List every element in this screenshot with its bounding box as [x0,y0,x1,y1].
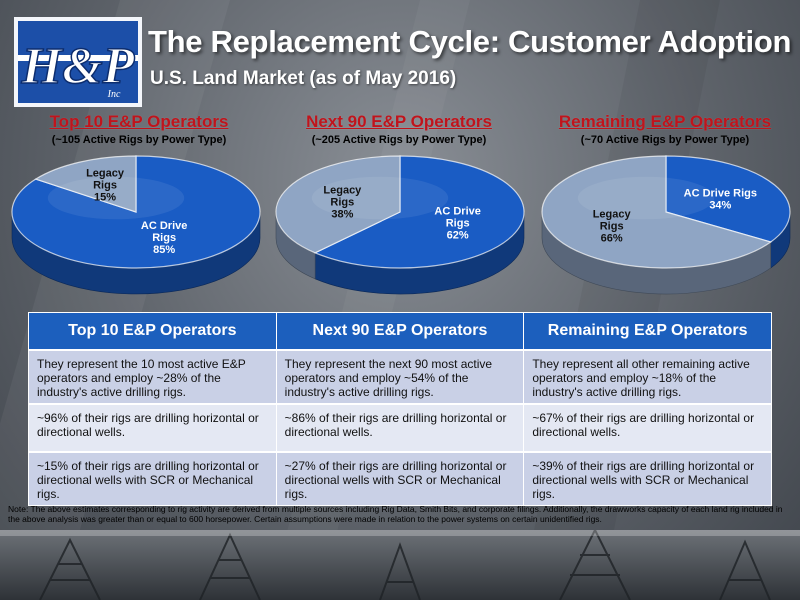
pie-label-line: 66% [601,232,623,244]
table-cell: ~27% of their rigs are drilling horizont… [275,451,525,506]
chart-subtitle-3: (~70 Active Rigs by Power Type) [580,134,750,146]
table-cell: They represent all other remaining activ… [523,349,772,405]
pie-label-line: 15% [94,192,116,204]
pie-label-line: AC Drive Rigs [684,188,757,200]
table-cell: ~86% of their rigs are drilling horizont… [275,403,525,453]
pie-label-line: Legacy [323,185,362,197]
table-header-row: Top 10 E&P Operators Next 90 E&P Operato… [28,312,772,351]
pie-label-line: 34% [709,200,731,212]
pie-chart-top-10: AC Drive Rigs 85%Legacy Rigs 15% [11,155,261,295]
table-cell: They represent the next 90 most active o… [275,349,525,405]
footnote: Note: The above estimates corresponding … [8,504,783,524]
table-cell: They represent the 10 most active E&P op… [28,349,277,405]
page-title: The Replacement Cycle: Customer Adoption [148,24,792,59]
pie-label-ac-drive: AC Drive Rigs 85% [141,220,187,256]
footer-rig-imagery [0,530,800,600]
pie-label-legacy: Legacy Rigs 66% [593,208,632,244]
company-logo: ★ ★ H&P Inc [14,17,142,107]
chart-heading-1: Top 10 E&P Operators (~105 Active Rigs b… [4,112,274,146]
pie-label-ac-drive: AC Drive Rigs 62% [434,205,480,241]
pie-highlight [577,176,715,220]
pie-label-line: 38% [331,209,353,221]
pie-label-line: Legacy [593,208,632,220]
pie-label-legacy: Legacy Rigs 38% [323,185,362,221]
pie-label-line: AC Drive [434,205,480,217]
chart-subtitle-1: (~105 Active Rigs by Power Type) [51,134,227,146]
chart-subtitle-2: (~205 Active Rigs by Power Type) [311,134,487,146]
pie-slice-legacy [541,155,773,269]
chart-title-2: Next 90 E&P Operators [306,112,492,131]
logo-main-text: H&P [21,38,136,95]
pie-slice-legacy [34,155,137,213]
table-header-remaining: Remaining E&P Operators [523,312,772,351]
table-header-next-90: Next 90 E&P Operators [275,312,525,351]
table-cell: ~67% of their rigs are drilling horizont… [523,403,772,453]
chart-title-1: Top 10 E&P Operators [49,112,229,131]
pie-highlight [47,176,185,220]
pie-label-line: Legacy [86,168,125,180]
table-row: ~96% of their rigs are drilling horizont… [28,403,772,453]
table-row: They represent the 10 most active E&P op… [28,349,772,405]
pie-label-line: Rigs [600,220,624,232]
svg-text:★: ★ [32,53,41,64]
pie-label-line: Rigs [446,217,470,229]
pie-label-line: 85% [153,244,175,256]
svg-text:★: ★ [115,53,124,64]
pie-slice-legacy [275,155,401,254]
table-header-top-10: Top 10 E&P Operators [28,312,277,351]
table-row: ~15% of their rigs are drilling horizont… [28,451,772,506]
pie-slice-ac-drive [313,155,525,269]
table-cell: ~15% of their rigs are drilling horizont… [28,451,277,506]
pie-label-line: Rigs [93,180,117,192]
pie-highlight [311,176,449,220]
pie-label-ac-drive: AC Drive Rigs 34% [684,188,757,212]
pie-label-line: Rigs [152,232,176,244]
page-subtitle: U.S. Land Market (as of May 2016) [150,68,457,89]
chart-heading-2: Next 90 E&P Operators (~205 Active Rigs … [264,112,534,146]
pie-label-legacy: Legacy Rigs 15% [86,168,125,204]
chart-heading-3: Remaining E&P Operators (~70 Active Rigs… [530,112,800,146]
pie-label-line: AC Drive [141,220,187,232]
table-cell: ~96% of their rigs are drilling horizont… [28,403,277,453]
chart-title-3: Remaining E&P Operators [558,112,772,131]
pie-chart-remaining: AC Drive Rigs 34% Legacy Rigs 66% [541,155,791,295]
operators-table: Top 10 E&P Operators Next 90 E&P Operato… [28,312,772,506]
pie-label-line: Rigs [330,197,354,209]
logo-sub-text: Inc [107,89,121,100]
pie-label-line: 62% [447,229,469,241]
pie-chart-next-90: AC Drive Rigs 62%Legacy Rigs 38% [275,155,525,295]
table-cell: ~39% of their rigs are drilling horizont… [523,451,772,506]
